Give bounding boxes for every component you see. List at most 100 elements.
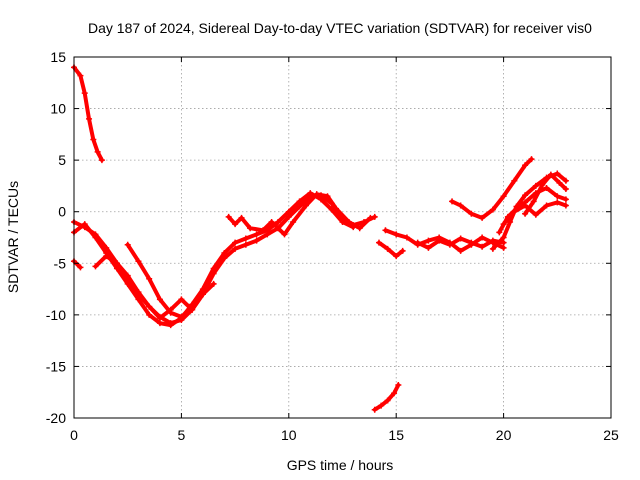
data-point [496,229,503,236]
data-point [92,234,99,241]
data-point [543,202,550,209]
data-point [562,202,569,209]
data-point [225,213,232,220]
y-tick-label: -10 [46,307,66,323]
data-point [436,237,443,244]
data-point [479,214,486,221]
data-point [511,177,518,184]
data-point [367,214,374,221]
data-point [210,265,217,272]
data-point [290,219,297,226]
data-point [167,322,174,329]
data-point [532,211,539,218]
data-point [371,406,378,413]
y-tick-label: -5 [54,255,67,271]
data-point [333,205,340,212]
y-axis-label: SDTVAR / TECUs [5,181,21,293]
data-point [92,263,99,270]
data-point [146,303,153,310]
data-point [530,198,537,205]
data-point [199,286,206,293]
data-point [356,225,363,232]
data-point [77,264,84,271]
data-point [384,397,391,404]
data-point [446,241,453,248]
data-point [425,244,432,251]
data-point [221,249,228,256]
data-point [562,186,569,193]
data-point [156,320,163,327]
data-point [124,241,131,248]
data-point [500,244,507,251]
data-point [500,239,507,246]
y-tick-label: -15 [46,358,66,374]
data-point [178,296,185,303]
x-tick-label: 10 [281,427,297,443]
axis-ticks [73,56,612,419]
data-point [554,193,561,200]
data-point [457,202,464,209]
data-point [238,214,245,221]
data-point [86,115,93,122]
data-point [135,289,142,296]
data-point [242,241,249,248]
data-point [393,231,400,238]
data-point [253,231,260,238]
data-point [489,245,496,252]
data-point [378,402,385,409]
data-point [98,157,105,164]
data-point [178,313,185,320]
data-point [500,221,507,228]
data-point [77,72,84,79]
y-tick-label: 15 [50,49,66,65]
data-point [103,253,110,260]
x-tick-label: 0 [70,427,78,443]
data-point [232,245,239,252]
data-point [539,181,546,188]
data-point [468,239,475,246]
data-point [232,221,239,228]
data-point [554,170,561,177]
data-point [403,234,410,241]
data-point [253,237,260,244]
data-point [479,243,486,250]
data-point [313,191,320,198]
data-point [391,390,398,397]
data-point [449,198,456,205]
data-point [393,253,400,260]
data-point [135,258,142,265]
series-arc-8 [377,240,405,259]
data-point [479,234,486,241]
data-point [339,219,346,226]
x-tick-label: 5 [178,427,186,443]
data-point [395,381,402,388]
data-point [242,235,249,242]
series-layer [71,64,569,413]
data-point [384,245,391,252]
data-point [135,296,142,303]
data-point [532,182,539,189]
x-tick-labels: 0 5 10 15 20 25 [70,427,619,443]
data-point [399,247,406,254]
data-point [296,203,303,210]
y-tick-labels: 15 10 5 0 -5 -10 -15 -20 [46,49,66,426]
data-point [90,136,97,143]
series-arc-6 [93,254,216,320]
data-point [167,306,174,313]
y-tick-label: 0 [58,204,66,220]
data-point [285,208,292,215]
data-point [210,280,217,287]
data-point [124,272,131,279]
data-point [543,184,550,191]
data-point [247,225,254,232]
y-tick-label: 10 [50,101,66,117]
series-arc-14 [501,200,568,227]
data-point [81,221,88,228]
data-point [328,206,335,213]
series-arc-2 [72,259,83,270]
data-point [124,280,131,287]
data-point [318,196,325,203]
data-point [507,219,514,226]
data-point [94,148,101,155]
